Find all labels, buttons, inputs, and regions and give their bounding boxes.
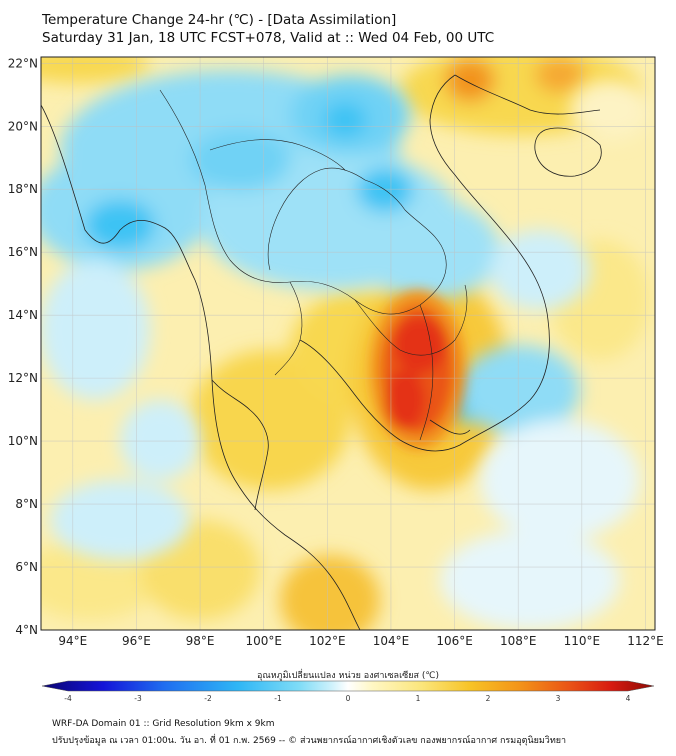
lat-tick-label: 18°N: [8, 182, 38, 196]
colorbar-tick-label: 3: [556, 694, 561, 703]
hot-core: [370, 290, 466, 450]
cold-zones: [41, 70, 650, 630]
lat-tick-label: 16°N: [8, 245, 38, 259]
longitude-labels: 94°E 96°E 98°E 100°E 102°E 104°E 106°E 108°E 110…: [58, 634, 663, 648]
colorbar-tick-label: -2: [204, 694, 212, 703]
colorbar-title: อุณหภูมิเปลี่ยนแปลง หน่วย องศาเซลเซียส (…: [257, 668, 439, 681]
colorbar-tick-label: -1: [274, 694, 282, 703]
lat-tick-label: 12°N: [8, 371, 38, 385]
lon-tick-label: 104°E: [373, 634, 410, 648]
political-borders: [159, 89, 468, 441]
map-subtitle: Saturday 31 Jan, 18 UTC FCST+078, Valid …: [42, 30, 495, 46]
footer-update-info: ปรับปรุงข้อมูล ณ เวลา 01:00น. วัน อา. ที…: [52, 736, 567, 746]
latitude-labels: 22°N 20°N 18°N 16°N 14°N 12°N 10°N 8°N 6°N 4°N: [8, 56, 38, 637]
lat-tick-label: 4°N: [15, 623, 38, 637]
graticule: [41, 57, 655, 630]
colorbar-bar: [41, 680, 655, 692]
plot-frame: [40, 56, 656, 631]
lon-tick-label: 108°E: [500, 634, 537, 648]
lat-tick-label: 14°N: [8, 308, 38, 322]
lon-tick-label: 102°E: [309, 634, 346, 648]
colorbar: อุณหภูมิเปลี่ยนแปลง หน่วย องศาเซลเซียส (…: [41, 668, 655, 703]
lon-tick-label: 98°E: [186, 634, 215, 648]
colorbar-tick-label: -4: [64, 694, 72, 703]
colorbar-ticks: -4 -3 -2 -1 0 1 2 3 4: [64, 694, 630, 703]
coastlines: [41, 74, 602, 630]
footer-domain-info: WRF-DA Domain 01 :: Grid Resolution 9km …: [52, 719, 275, 729]
lon-tick-label: 94°E: [58, 634, 87, 648]
lat-tick-label: 8°N: [15, 497, 38, 511]
lat-tick-label: 20°N: [8, 119, 38, 133]
colorbar-tick-label: 0: [346, 694, 351, 703]
lon-tick-label: 106°E: [436, 634, 473, 648]
lon-tick-label: 110°E: [564, 634, 601, 648]
colorbar-tick-label: 2: [486, 694, 491, 703]
lat-tick-label: 6°N: [15, 560, 38, 574]
temperature-field: [41, 57, 655, 630]
lon-tick-label: 100°E: [245, 634, 282, 648]
lat-tick-label: 10°N: [8, 434, 38, 448]
colorbar-tick-label: 4: [626, 694, 631, 703]
colorbar-tick-label: 1: [416, 694, 421, 703]
map-title: Temperature Change 24-hr (℃) - [Data Ass…: [42, 12, 397, 28]
colorbar-tick-label: -3: [134, 694, 142, 703]
lon-tick-label: 112°E: [627, 634, 664, 648]
lon-tick-label: 96°E: [122, 634, 151, 648]
lat-tick-label: 22°N: [8, 56, 38, 70]
